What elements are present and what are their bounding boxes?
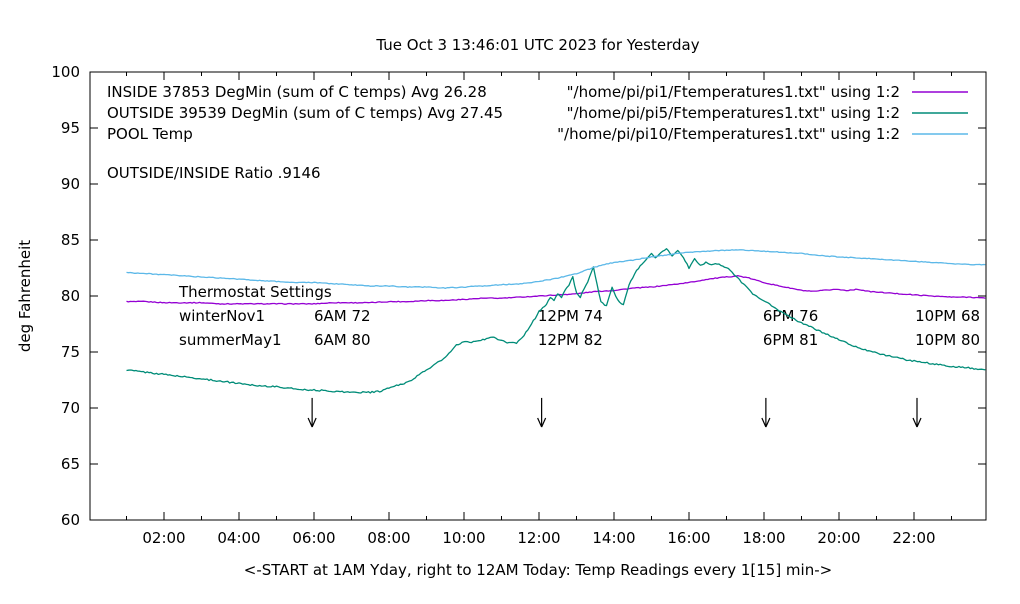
legend-file-0: "/home/pi/pi1/Ftemperatures1.txt" using … <box>567 83 900 101</box>
y-tick-label: 100 <box>51 63 80 81</box>
thermostat-setting: 12PM 82 <box>538 331 603 349</box>
setpoint-arrow-head <box>537 417 543 428</box>
x-tick-label: 06:00 <box>292 529 335 547</box>
setpoint-arrow-head <box>307 417 313 428</box>
x-tick-label: 04:00 <box>217 529 260 547</box>
y-tick-label: 85 <box>61 231 80 249</box>
thermostat-setting: 6AM 72 <box>314 307 371 325</box>
y-tick-label: 75 <box>61 343 80 361</box>
legend-label-0: INSIDE 37853 DegMin (sum of C temps) Avg… <box>107 83 487 101</box>
setpoint-arrow-head <box>916 417 922 428</box>
x-tick-label: 22:00 <box>892 529 935 547</box>
setpoint-arrow-head <box>761 417 767 428</box>
outside-series-line <box>126 248 986 394</box>
setpoint-arrow-head <box>541 417 547 428</box>
pool-series-line <box>126 249 986 290</box>
x-axis-label: <-START at 1AM Yday, right to 12AM Today… <box>244 561 832 579</box>
setpoint-arrow-head <box>765 417 771 428</box>
y-tick-label: 60 <box>61 511 80 529</box>
y-tick-label: 90 <box>61 175 80 193</box>
x-tick-label: 14:00 <box>592 529 635 547</box>
thermostat-row-name: summerMay1 <box>179 331 282 349</box>
setpoint-arrow-head <box>912 417 918 428</box>
x-tick-label: 12:00 <box>517 529 560 547</box>
x-tick-label: 10:00 <box>442 529 485 547</box>
legend-file-2: "/home/pi/pi10/Ftemperatures1.txt" using… <box>557 125 900 143</box>
thermostat-setting: 10PM 80 <box>915 331 980 349</box>
chart-title: Tue Oct 3 13:46:01 UTC 2023 for Yesterda… <box>375 36 699 54</box>
y-tick-label: 65 <box>61 455 80 473</box>
y-tick-label: 80 <box>61 287 80 305</box>
thermostat-setting: 6AM 80 <box>314 331 371 349</box>
setpoint-arrow-head <box>311 417 317 428</box>
thermostat-setting: 12PM 74 <box>538 307 603 325</box>
thermostat-setting: 10PM 68 <box>915 307 980 325</box>
thermostat-title: Thermostat Settings <box>178 283 332 301</box>
x-tick-label: 18:00 <box>742 529 785 547</box>
legend-label-2: POOL Temp <box>107 125 193 143</box>
inside-series-line <box>126 274 986 305</box>
y-axis-label: deg Fahrenheit <box>16 240 34 352</box>
x-tick-label: 20:00 <box>817 529 860 547</box>
x-tick-label: 02:00 <box>142 529 185 547</box>
y-tick-label: 95 <box>61 119 80 137</box>
thermostat-row-name: winterNov1 <box>179 307 265 325</box>
x-tick-label: 16:00 <box>667 529 710 547</box>
thermostat-setting: 6PM 76 <box>763 307 818 325</box>
ratio-label: OUTSIDE/INSIDE Ratio .9146 <box>107 164 321 182</box>
x-tick-label: 08:00 <box>367 529 410 547</box>
thermostat-setting: 6PM 81 <box>763 331 818 349</box>
legend-file-1: "/home/pi/pi5/Ftemperatures1.txt" using … <box>567 104 900 122</box>
legend-label-1: OUTSIDE 39539 DegMin (sum of C temps) Av… <box>107 104 503 122</box>
y-tick-label: 70 <box>61 399 80 417</box>
